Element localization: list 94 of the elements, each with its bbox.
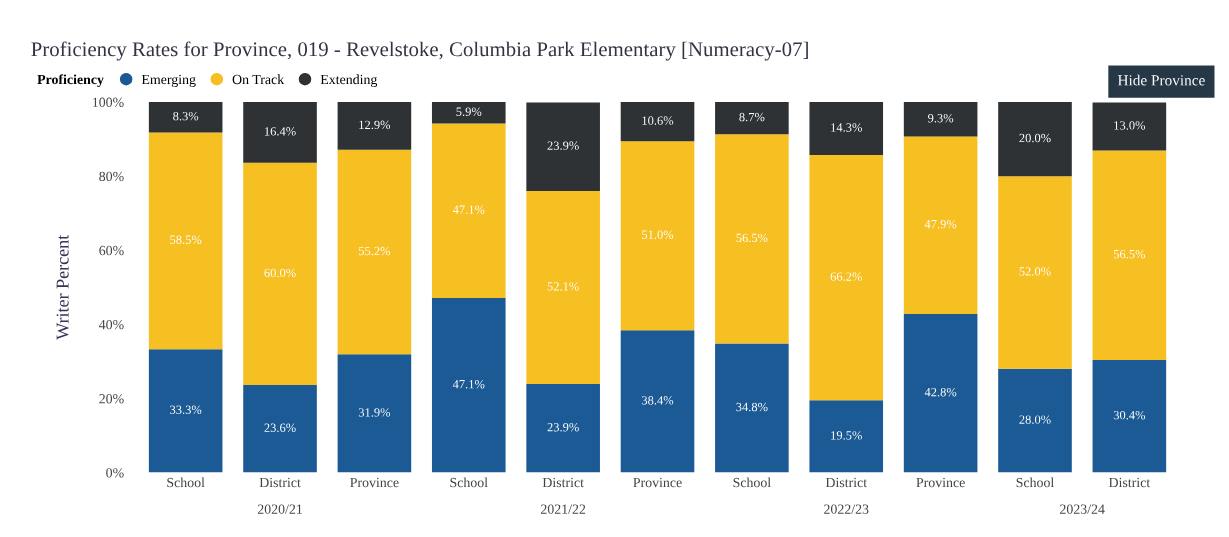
data-label: 30.4% [1113,410,1146,420]
data-label: 8.3% [173,111,199,121]
bar [620,141,695,331]
data-label: 60.0% [264,268,296,278]
x-tick-label: Province [633,477,682,488]
bar [526,102,600,191]
bar [243,102,317,163]
bar [243,385,317,473]
data-label: 47.1% [452,205,485,214]
y-tick-label: 40% [99,319,124,330]
data-label: 14.3% [831,123,862,132]
bar [809,102,884,156]
text: 2022/23 [824,504,869,514]
data-label: 16.4% [264,127,296,136]
bar [903,136,978,314]
data-label: 23.9% [547,422,579,432]
legend-label: Emerging [141,74,196,87]
x-tick-label: School [733,477,771,488]
bar [715,102,789,135]
data-label: 66.2% [830,272,862,281]
x-tick-label: Province [350,477,399,488]
bar [620,330,695,473]
bar [526,384,600,473]
x-tick-label: District [259,477,301,488]
data-label: 23.6% [264,423,296,433]
data-label: 5.9% [456,107,482,116]
data-label: 8.7% [739,112,765,122]
bar [431,123,506,299]
chart-title: Proficiency Rates for Province, 019 - Revelstoke, Columbia Park Elementary [Numeracy-07] [31,41,808,61]
text: 2023/24 [1060,504,1105,514]
bar [715,134,789,344]
data-label: 12.9% [359,120,391,130]
data-label: 56.5% [736,233,768,243]
data-label: 13.0% [1114,121,1146,130]
data-label: 28.0% [1019,415,1051,424]
bar [1092,102,1167,151]
data-label: 52.0% [1019,267,1051,276]
bar [526,190,600,384]
bar [998,176,1072,369]
data-label: 33.3% [170,405,202,415]
bar [1092,150,1167,360]
legend-label: On Track [232,74,285,85]
y-tick-label: 0% [106,468,124,478]
text: 2020/21 [257,504,302,514]
y-tick-label: 100% [93,97,124,108]
text: Hide Province [1117,74,1205,86]
data-label: 23.9% [547,141,579,150]
y-axis-title: Writer Percent [56,234,69,340]
bar [337,149,412,355]
x-tick-label: School [450,477,488,488]
data-label: 19.5% [831,431,862,440]
bar [431,102,506,124]
bar [903,102,978,137]
legend-label: Extending [320,74,378,87]
x-tick-label: School [1016,477,1055,488]
bar [998,368,1072,473]
bar [337,102,412,150]
bar [243,162,317,386]
bar [1092,359,1167,473]
bar [809,155,884,401]
data-label: 10.6% [642,116,674,125]
data-label: 31.9% [358,408,391,417]
x-tick-label: District [1108,477,1151,488]
x-tick-label: District [825,477,867,488]
data-label: 55.2% [358,246,391,256]
bar [148,132,223,350]
bar [903,313,978,473]
x-tick-label: Province [916,477,965,488]
data-label: 51.0% [642,230,674,239]
data-label: 34.8% [736,402,768,412]
data-label: 47.9% [924,219,957,229]
bar [809,400,884,473]
text: 2021/22 [540,504,586,514]
data-label: 42.8% [924,387,957,397]
bar [620,102,695,142]
bar [431,298,506,473]
y-tick-label: 60% [99,245,124,256]
data-label: 52.1% [547,282,579,291]
data-label: 38.4% [641,396,674,405]
data-label: 47.1% [452,379,485,389]
data-label: 58.5% [170,235,202,244]
y-tick-label: 80% [99,171,124,182]
bar [998,102,1072,177]
data-label: 20.0% [1019,133,1051,143]
legend-title: Proficiency [37,74,104,88]
x-tick-label: School [167,477,205,488]
y-tick-label: 20% [99,394,124,404]
bar [148,102,223,133]
bar [715,343,789,473]
data-label: 56.5% [1113,249,1146,259]
x-tick-label: District [542,477,584,488]
data-label: 9.3% [928,113,954,123]
bar [337,354,412,473]
bar [148,349,223,473]
